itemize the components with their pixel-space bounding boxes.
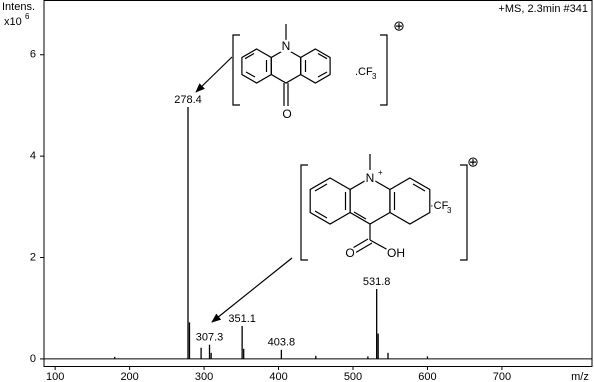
atom-charge: + <box>378 168 383 177</box>
x-tick-label: 200 <box>120 371 138 382</box>
molecule-2: N + O OH ·CF 3 ⊕ <box>300 154 479 262</box>
x-axis-label: m/z <box>571 371 589 382</box>
atom-label: N <box>282 39 291 53</box>
atom-label: N <box>366 171 375 185</box>
x-tick-label: 700 <box>493 371 511 382</box>
atom-label: O <box>345 246 354 260</box>
y-tick-label: 0 <box>30 353 36 365</box>
y-tick-label: 6 <box>30 49 36 61</box>
charge: ⊕ <box>467 154 479 170</box>
y-unit: x10 <box>4 16 22 28</box>
y-tick-label: 4 <box>30 150 36 162</box>
salt-label: ·CF <box>430 200 449 212</box>
salt-subscript: 3 <box>372 72 377 81</box>
peak-label: 278.4 <box>174 94 202 106</box>
charge: ⊕ <box>393 18 405 34</box>
molecule-1: N O .CF 3 ⊕ <box>232 18 405 123</box>
x-tick-label: 300 <box>195 371 213 382</box>
y-tick-label: 2 <box>30 251 36 263</box>
salt-label: .CF <box>355 66 373 78</box>
x-tick-label: 500 <box>344 371 362 382</box>
atom-label: O <box>282 107 291 121</box>
arrow <box>211 257 293 323</box>
atom-label: OH <box>387 246 405 260</box>
x-tick-label: 100 <box>46 371 64 382</box>
arrow <box>195 56 233 93</box>
x-tick-label: 600 <box>418 371 436 382</box>
peak-label: 307.3 <box>196 332 224 344</box>
peak-label: 403.8 <box>268 337 296 349</box>
plot-frame <box>43 0 593 367</box>
x-tick-label: 400 <box>269 371 287 382</box>
salt-subscript: 3 <box>447 206 452 215</box>
peak-label: 531.8 <box>363 276 391 288</box>
y-axis-label: Intens. <box>2 1 35 13</box>
y-unit-exponent: 6 <box>25 12 30 21</box>
spectrum-info: +MS, 2.3min #341 <box>498 3 588 15</box>
peak-label: 351.1 <box>228 313 256 325</box>
